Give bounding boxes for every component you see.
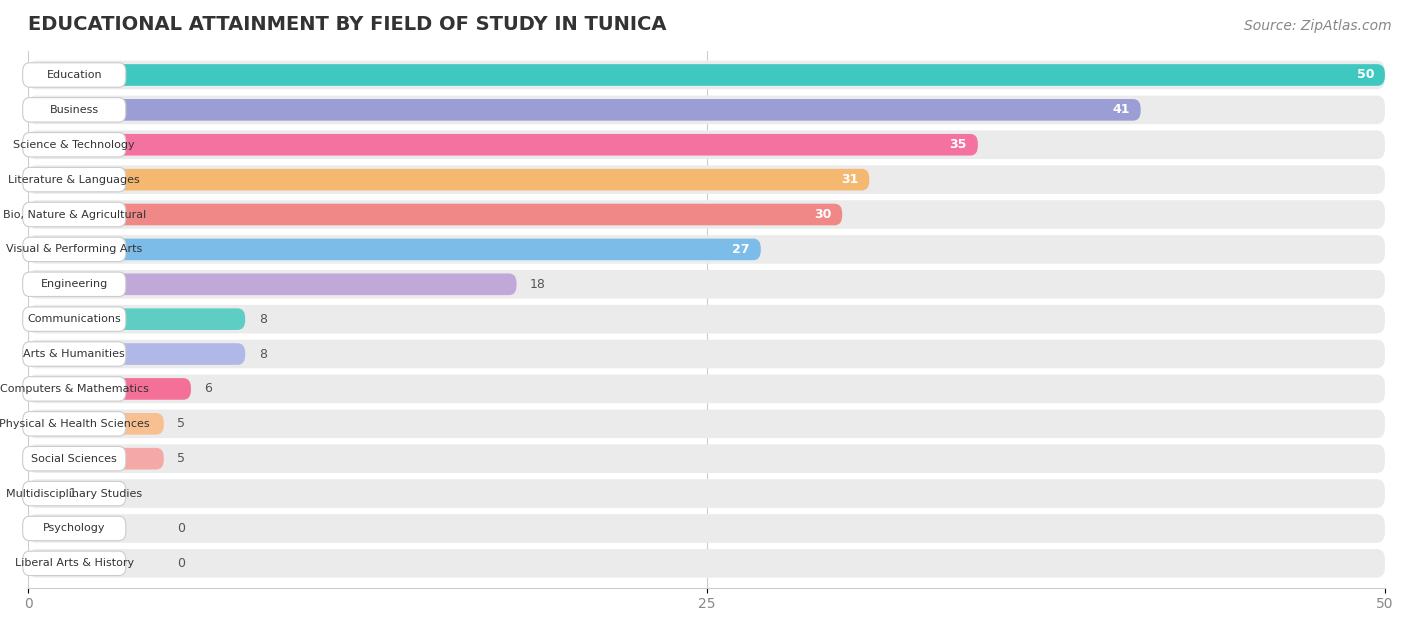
- FancyBboxPatch shape: [28, 375, 1385, 403]
- FancyBboxPatch shape: [22, 63, 125, 87]
- Text: 0: 0: [177, 557, 186, 570]
- FancyBboxPatch shape: [22, 98, 125, 122]
- Text: 27: 27: [733, 243, 749, 256]
- FancyBboxPatch shape: [22, 482, 125, 506]
- FancyBboxPatch shape: [28, 483, 55, 504]
- Text: Liberal Arts & History: Liberal Arts & History: [14, 558, 134, 568]
- FancyBboxPatch shape: [28, 235, 1385, 264]
- FancyBboxPatch shape: [28, 305, 1385, 334]
- Text: 31: 31: [841, 173, 859, 186]
- Text: Multidisciplinary Studies: Multidisciplinary Studies: [6, 489, 142, 499]
- FancyBboxPatch shape: [22, 411, 125, 436]
- FancyBboxPatch shape: [22, 272, 125, 296]
- Text: Psychology: Psychology: [44, 523, 105, 533]
- FancyBboxPatch shape: [28, 413, 165, 435]
- Text: Computers & Mathematics: Computers & Mathematics: [0, 384, 149, 394]
- FancyBboxPatch shape: [22, 133, 125, 157]
- FancyBboxPatch shape: [28, 378, 191, 399]
- Text: 8: 8: [259, 313, 267, 325]
- Text: Engineering: Engineering: [41, 279, 108, 289]
- Text: 50: 50: [1357, 68, 1374, 82]
- FancyBboxPatch shape: [28, 169, 869, 190]
- FancyBboxPatch shape: [22, 377, 125, 401]
- Text: Physical & Health Sciences: Physical & Health Sciences: [0, 419, 149, 428]
- Text: Source: ZipAtlas.com: Source: ZipAtlas.com: [1244, 19, 1392, 33]
- FancyBboxPatch shape: [28, 549, 1385, 578]
- FancyBboxPatch shape: [28, 308, 245, 330]
- Text: Bio, Nature & Agricultural: Bio, Nature & Agricultural: [3, 210, 146, 219]
- FancyBboxPatch shape: [22, 516, 125, 540]
- FancyBboxPatch shape: [28, 95, 1385, 124]
- FancyBboxPatch shape: [28, 479, 1385, 508]
- FancyBboxPatch shape: [28, 238, 761, 260]
- Text: EDUCATIONAL ATTAINMENT BY FIELD OF STUDY IN TUNICA: EDUCATIONAL ATTAINMENT BY FIELD OF STUDY…: [28, 15, 666, 33]
- FancyBboxPatch shape: [28, 410, 1385, 438]
- FancyBboxPatch shape: [28, 444, 1385, 473]
- FancyBboxPatch shape: [28, 274, 516, 295]
- FancyBboxPatch shape: [22, 167, 125, 192]
- Text: Business: Business: [49, 105, 98, 115]
- FancyBboxPatch shape: [28, 166, 1385, 194]
- Text: Social Sciences: Social Sciences: [31, 454, 117, 464]
- Text: Communications: Communications: [27, 314, 121, 324]
- FancyBboxPatch shape: [22, 202, 125, 227]
- Text: Arts & Humanities: Arts & Humanities: [24, 349, 125, 359]
- Text: 1: 1: [69, 487, 77, 500]
- FancyBboxPatch shape: [22, 551, 125, 576]
- Text: 5: 5: [177, 452, 186, 465]
- FancyBboxPatch shape: [22, 237, 125, 262]
- FancyBboxPatch shape: [28, 204, 842, 226]
- FancyBboxPatch shape: [22, 342, 125, 367]
- Text: Literature & Languages: Literature & Languages: [8, 174, 141, 185]
- FancyBboxPatch shape: [28, 340, 1385, 368]
- FancyBboxPatch shape: [28, 448, 165, 470]
- Text: 18: 18: [530, 278, 546, 291]
- Text: 0: 0: [177, 522, 186, 535]
- Text: 41: 41: [1112, 104, 1130, 116]
- FancyBboxPatch shape: [22, 446, 125, 471]
- Text: 30: 30: [814, 208, 831, 221]
- FancyBboxPatch shape: [28, 270, 1385, 298]
- Text: Science & Technology: Science & Technology: [14, 140, 135, 150]
- Text: 5: 5: [177, 417, 186, 430]
- FancyBboxPatch shape: [28, 514, 1385, 543]
- FancyBboxPatch shape: [28, 200, 1385, 229]
- FancyBboxPatch shape: [28, 343, 245, 365]
- Text: 35: 35: [949, 138, 967, 151]
- Text: 6: 6: [204, 382, 212, 396]
- FancyBboxPatch shape: [28, 64, 1385, 86]
- FancyBboxPatch shape: [28, 130, 1385, 159]
- Text: Visual & Performing Arts: Visual & Performing Arts: [6, 245, 142, 255]
- FancyBboxPatch shape: [22, 307, 125, 331]
- Text: Education: Education: [46, 70, 103, 80]
- FancyBboxPatch shape: [28, 99, 1140, 121]
- FancyBboxPatch shape: [28, 61, 1385, 89]
- Text: 8: 8: [259, 348, 267, 360]
- FancyBboxPatch shape: [28, 134, 979, 155]
